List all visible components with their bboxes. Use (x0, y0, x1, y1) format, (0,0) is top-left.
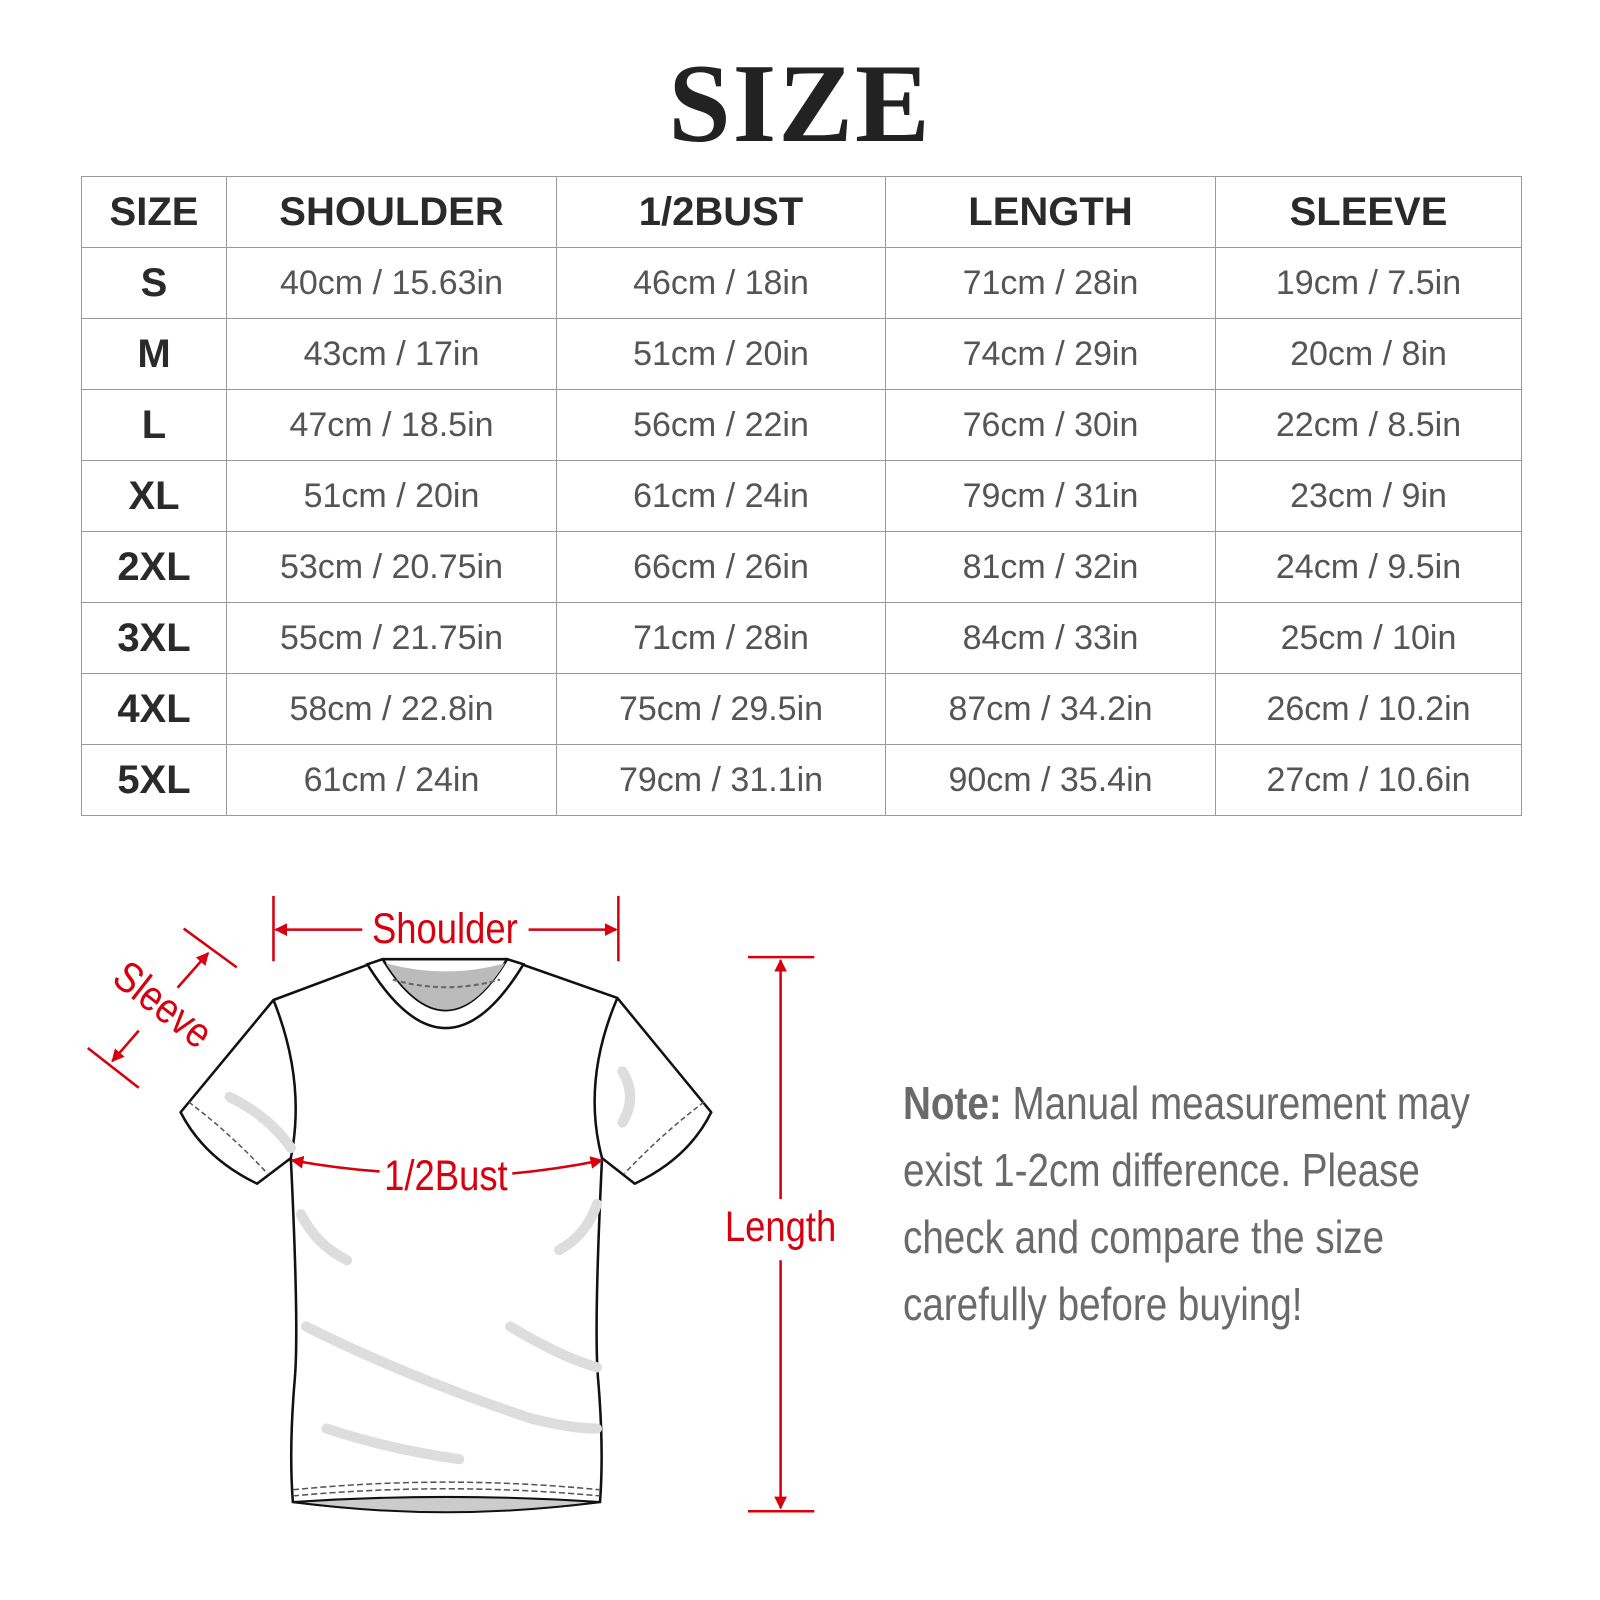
measurement-cell: 58cm / 22.8in (226, 673, 557, 745)
sleeve-tick-top (182, 927, 238, 969)
bust-arrow-left (290, 1155, 380, 1173)
table-row: L 47cm / 18.5in 56cm / 22in 76cm / 30in 22cm… (81, 389, 1522, 461)
measurement-cell: 71cm / 28in (885, 247, 1216, 319)
bust-label: 1/2Bust (384, 1152, 508, 1199)
size-cell: XL (81, 460, 227, 532)
sleeve-arrow-top (176, 952, 210, 989)
column-header: SLEEVE (1215, 176, 1522, 248)
column-header: LENGTH (885, 176, 1216, 248)
sleeve-label: Sleeve (104, 952, 221, 1058)
size-table: SIZE SHOULDER 1/2BUST LENGTH SLEEVE S 40cm / … (81, 176, 1522, 816)
measurement-cell: 61cm / 24in (226, 744, 557, 816)
measurement-cell: 87cm / 34.2in (885, 673, 1216, 745)
table-row: 4XL 58cm / 22.8in 75cm / 29.5in 87cm / 34.2… (81, 673, 1522, 745)
measurement-cell: 74cm / 29in (885, 318, 1216, 390)
measurement-cell: 24cm / 9.5in (1215, 531, 1522, 603)
size-cell: 2XL (81, 531, 227, 603)
table-row: M 43cm / 17in 51cm / 20in 74cm / 29in 20cm /… (81, 318, 1522, 390)
shoulder-label: Shoulder (372, 905, 518, 952)
size-cell: M (81, 318, 227, 390)
measurement-cell: 40cm / 15.63in (226, 247, 557, 319)
size-cell: 3XL (81, 602, 227, 674)
tshirt-icon (179, 957, 713, 1514)
measurement-cell: 53cm / 20.75in (226, 531, 557, 603)
measurement-cell: 56cm / 22in (556, 389, 886, 461)
measurement-cell: 61cm / 24in (556, 460, 886, 532)
sleeve-arrow-bottom (111, 1029, 140, 1063)
measurement-cell: 55cm / 21.75in (226, 602, 557, 674)
page-title: SIZE (668, 42, 932, 166)
measurement-cell: 79cm / 31.1in (556, 744, 886, 816)
table-header-row: SIZE SHOULDER 1/2BUST LENGTH SLEEVE (81, 176, 1522, 248)
measurement-cell: 23cm / 9in (1215, 460, 1522, 532)
column-header: 1/2BUST (556, 176, 886, 248)
measurement-cell: 66cm / 26in (556, 531, 886, 603)
measurement-cell: 90cm / 35.4in (885, 744, 1216, 816)
measurement-cell: 26cm / 10.2in (1215, 673, 1522, 745)
measurement-cell: 51cm / 20in (556, 318, 886, 390)
table-row: S 40cm / 15.63in 46cm / 18in 71cm / 28in 19c… (81, 247, 1522, 319)
measurement-cell: 43cm / 17in (226, 318, 557, 390)
note-label: Note: (903, 1077, 1002, 1129)
measurement-cell: 46cm / 18in (556, 247, 886, 319)
measurement-cell: 47cm / 18.5in (226, 389, 557, 461)
column-header: SIZE (81, 176, 227, 248)
note-body: Manual measurement may exist 1-2cm diffe… (903, 1077, 1470, 1330)
measurement-cell: 81cm / 32in (885, 531, 1216, 603)
sleeve-tick-bottom (86, 1046, 140, 1089)
measurement-cell: 22cm / 8.5in (1215, 389, 1522, 461)
bust-arrow-right (512, 1156, 604, 1175)
table-row: 5XL 61cm / 24in 79cm / 31.1in 90cm / 35.4in… (81, 744, 1522, 816)
size-cell: 5XL (81, 744, 227, 816)
size-cell: 4XL (81, 673, 227, 745)
measurement-cell: 27cm / 10.6in (1215, 744, 1522, 816)
measurement-cell: 51cm / 20in (226, 460, 557, 532)
table-row: 2XL 53cm / 20.75in 66cm / 26in 81cm / 32in 2… (81, 531, 1522, 603)
note-text: Note: Manual measurement may exist 1-2cm… (903, 1070, 1525, 1338)
table-row: XL 51cm / 20in 61cm / 24in 79cm / 31in 23cm … (81, 460, 1522, 532)
measurement-cell: 19cm / 7.5in (1215, 247, 1522, 319)
size-cell: L (81, 389, 227, 461)
measurement-cell: 71cm / 28in (556, 602, 886, 674)
length-label: Length (725, 1203, 836, 1250)
size-cell: S (81, 247, 227, 319)
measurement-cell: 75cm / 29.5in (556, 673, 886, 745)
measurement-cell: 20cm / 8in (1215, 318, 1522, 390)
measurement-cell: 76cm / 30in (885, 389, 1216, 461)
measurement-cell: 79cm / 31in (885, 460, 1216, 532)
